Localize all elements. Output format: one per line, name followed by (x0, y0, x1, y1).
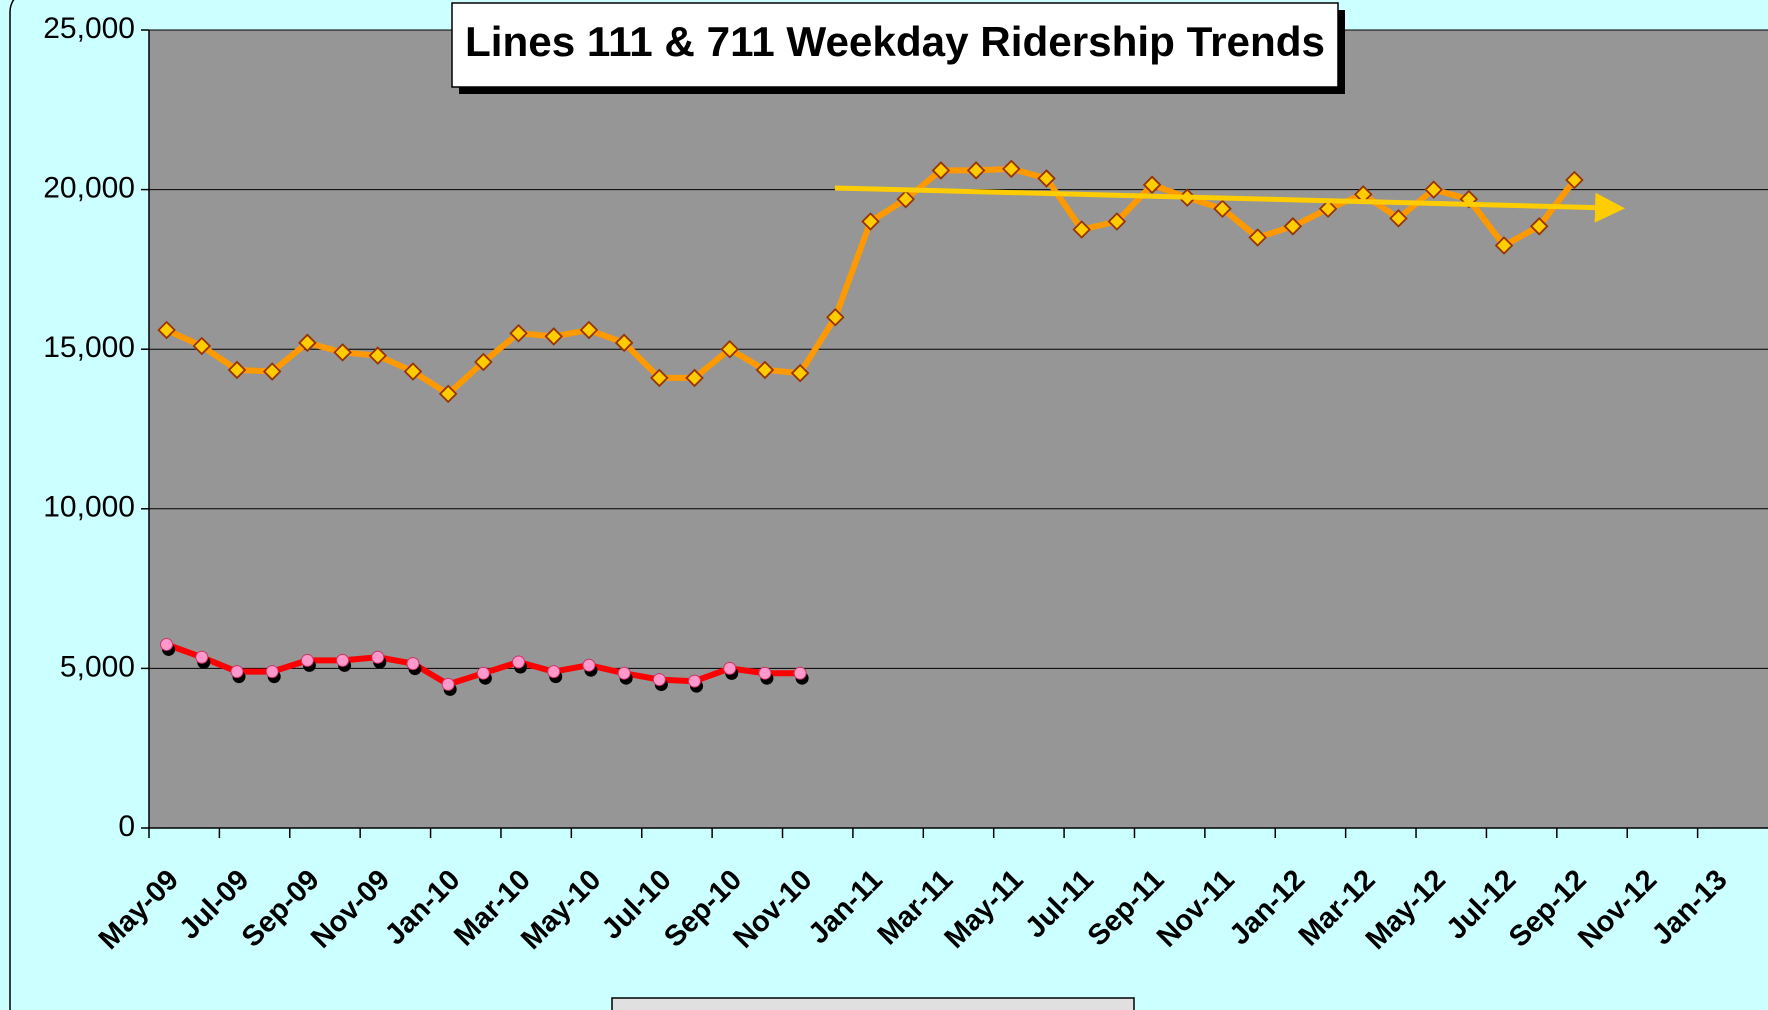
data-point (544, 327, 564, 346)
data-point (157, 320, 176, 340)
data-point (1389, 209, 1408, 228)
data-point (1424, 180, 1443, 199)
data-point (614, 333, 634, 353)
series-group (157, 159, 1584, 696)
data-point (1142, 175, 1162, 195)
data-point (966, 161, 986, 180)
data-point (438, 384, 458, 404)
data-point (1248, 228, 1267, 247)
data-point (333, 343, 352, 362)
data-point (160, 637, 174, 651)
data-point (368, 346, 388, 365)
data-point (790, 363, 810, 383)
data-point (793, 666, 807, 680)
chart-title: Lines 111 & 711 Weekday Ridership Trends (465, 18, 1325, 65)
data-point (650, 368, 669, 388)
y-tick-label: 15,000 (43, 331, 135, 364)
trend-arrow (834, 185, 1625, 223)
data-point (1002, 159, 1021, 179)
data-point (298, 333, 317, 353)
y-tick-label: 5,000 (60, 650, 135, 683)
y-tick-label: 25,000 (43, 12, 135, 45)
data-point (723, 661, 737, 675)
data-point (403, 362, 423, 381)
data-point (688, 674, 702, 688)
data-point (262, 362, 282, 381)
data-point (579, 320, 599, 340)
data-point (1107, 212, 1127, 231)
data-point (1213, 199, 1232, 219)
data-point (227, 360, 247, 380)
legend-box (611, 997, 1135, 1010)
data-point (685, 368, 704, 388)
title-box (451, 2, 1339, 88)
data-point (512, 655, 526, 669)
data-point (265, 665, 279, 679)
data-point (230, 665, 244, 679)
plot-area (149, 30, 1768, 828)
y-tick-label: 20,000 (43, 172, 135, 205)
data-point (1494, 236, 1514, 255)
data-point (1318, 199, 1338, 219)
data-point (336, 653, 350, 667)
data-point (720, 339, 740, 359)
y-tick-label: 0 (118, 810, 135, 843)
data-point (931, 161, 951, 180)
data-point (406, 657, 420, 671)
data-point (441, 677, 455, 691)
data-point (371, 650, 385, 664)
data-point (652, 673, 666, 687)
data-point (547, 665, 561, 679)
data-point (195, 650, 209, 664)
data-point (1037, 169, 1056, 188)
data-point (896, 189, 915, 209)
data-point (758, 666, 772, 680)
data-point (476, 666, 490, 680)
data-point (509, 323, 528, 343)
data-point (192, 336, 212, 356)
data-point (617, 666, 631, 680)
data-point (300, 653, 314, 667)
data-point (826, 308, 845, 327)
y-tick-label: 10,000 (43, 491, 135, 524)
data-point (582, 658, 596, 672)
data-point (1283, 217, 1303, 236)
data-point (1529, 217, 1549, 236)
data-point (755, 360, 775, 380)
data-point (474, 352, 493, 372)
data-point (1072, 220, 1091, 239)
data-point (1565, 170, 1584, 190)
data-point (861, 212, 880, 231)
